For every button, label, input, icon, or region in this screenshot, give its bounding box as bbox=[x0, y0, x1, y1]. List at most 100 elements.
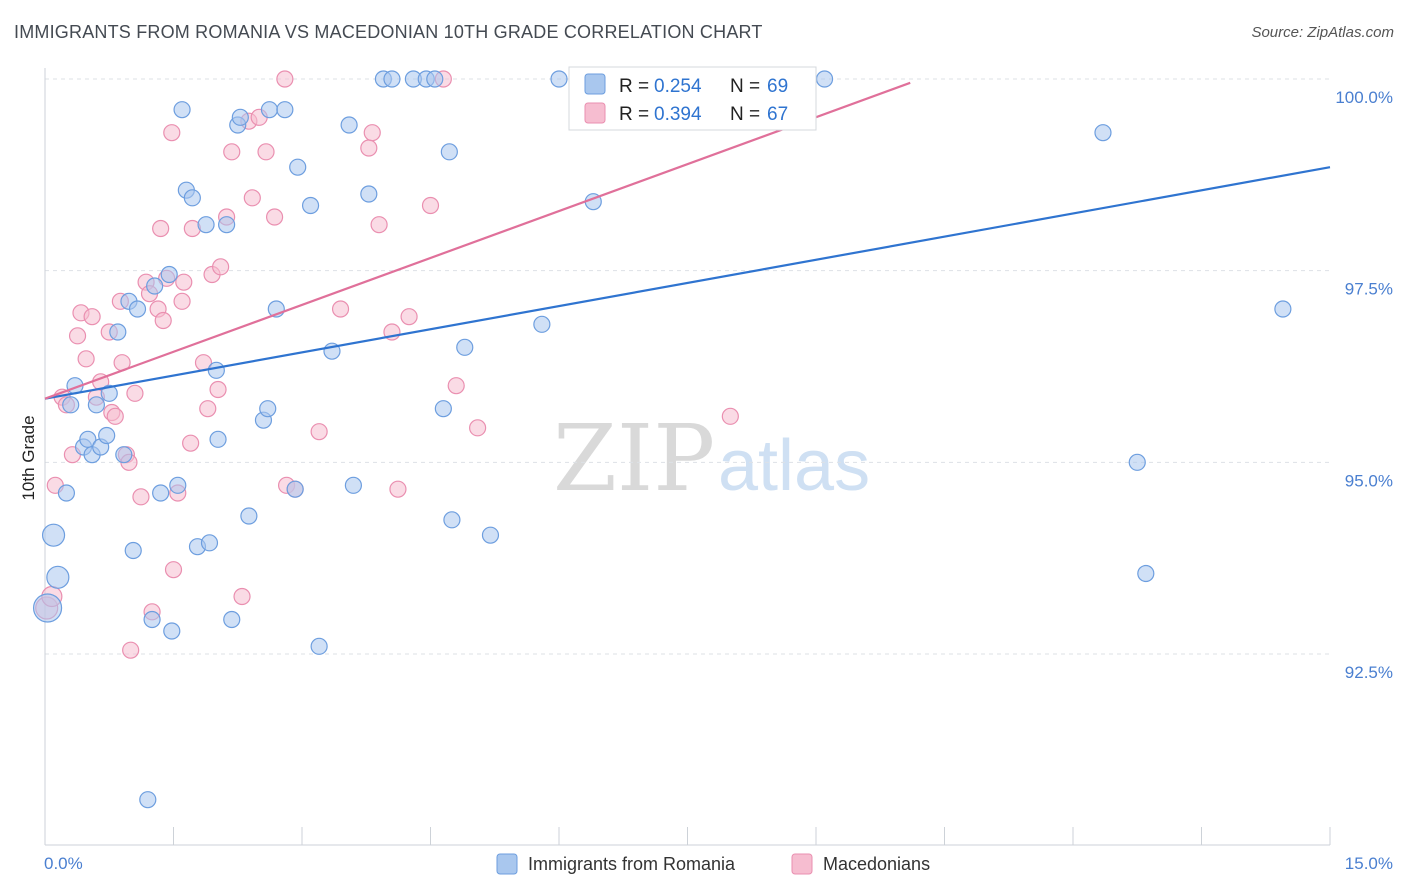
point-romania-63 bbox=[815, 70, 834, 88]
point-romania-36 bbox=[240, 507, 258, 525]
legend-n-label-macedonians: N = bbox=[730, 104, 765, 125]
point-macedonians-25 bbox=[152, 219, 170, 238]
point-romania-44 bbox=[301, 196, 320, 215]
legend-n-value-macedonians: 67 bbox=[767, 104, 788, 125]
point-romania-14 bbox=[115, 446, 133, 464]
legend-swatch-romania bbox=[584, 73, 606, 95]
point-macedonians-29 bbox=[164, 561, 183, 579]
point-romania-54 bbox=[426, 70, 444, 88]
bottom-legend-swatch-macedonians bbox=[791, 853, 813, 875]
legend-r-value-macedonians: 0.394 bbox=[654, 104, 702, 125]
legend-box: R = 0.254 N = 69 R = 0.394 N = 67 bbox=[568, 66, 817, 131]
point-romania-39 bbox=[260, 101, 279, 119]
point-macedonians-32 bbox=[175, 273, 193, 291]
point-romania-55 bbox=[434, 400, 452, 418]
point-romania-41 bbox=[276, 101, 294, 119]
point-romania-59 bbox=[481, 526, 500, 544]
watermark-zip: ZIP bbox=[553, 405, 715, 512]
point-macedonians-54 bbox=[363, 124, 381, 142]
point-romania-43 bbox=[289, 158, 307, 176]
point-romania-16 bbox=[124, 541, 142, 560]
point-macedonians-55 bbox=[370, 216, 388, 234]
point-macedonians-31 bbox=[173, 292, 191, 310]
point-romania-61 bbox=[550, 70, 568, 88]
point-romania-21 bbox=[160, 265, 178, 284]
point-romania-26 bbox=[183, 189, 201, 207]
chart-source: Source: ZipAtlas.com bbox=[1251, 24, 1394, 41]
series-romania-points bbox=[32, 70, 1292, 809]
y-tick-label-1: 95.0% bbox=[1345, 471, 1393, 490]
point-macedonians-28 bbox=[163, 124, 181, 142]
point-macedonians-42 bbox=[233, 587, 251, 606]
point-romania-35 bbox=[231, 108, 249, 126]
point-romania-58 bbox=[456, 338, 474, 356]
point-romania-67 bbox=[1274, 300, 1292, 318]
y-tick-label-2: 97.5% bbox=[1345, 280, 1393, 299]
point-romania-11 bbox=[98, 426, 116, 445]
point-romania-51 bbox=[383, 70, 401, 88]
point-romania-42 bbox=[286, 480, 304, 498]
point-romania-4 bbox=[62, 396, 80, 414]
point-macedonians-6 bbox=[68, 327, 87, 345]
point-romania-0 bbox=[32, 593, 63, 623]
bottom-legend-label-macedonians: Macedonians bbox=[823, 854, 930, 874]
y-tick-label-0: 92.5% bbox=[1345, 663, 1393, 682]
point-macedonians-9 bbox=[83, 308, 101, 326]
point-romania-19 bbox=[146, 277, 164, 295]
point-romania-17 bbox=[128, 300, 147, 318]
point-romania-18 bbox=[143, 610, 161, 629]
point-romania-31 bbox=[209, 430, 227, 448]
trend-lines bbox=[44, 81, 1331, 400]
point-macedonians-48 bbox=[276, 70, 294, 88]
point-romania-38 bbox=[259, 400, 277, 418]
point-romania-60 bbox=[533, 315, 551, 333]
point-romania-30 bbox=[207, 361, 225, 379]
trend-line-romania bbox=[44, 166, 1331, 400]
point-romania-22 bbox=[163, 622, 181, 640]
point-romania-23 bbox=[169, 476, 187, 494]
point-romania-29 bbox=[200, 534, 219, 552]
legend-r-label-macedonians: R = bbox=[619, 104, 654, 125]
point-macedonians-62 bbox=[469, 419, 487, 437]
chart-title: IMMIGRANTS FROM ROMANIA VS MACEDONIAN 10… bbox=[14, 22, 763, 42]
bottom-legend: Immigrants from Romania Macedonians bbox=[496, 853, 930, 875]
point-romania-1 bbox=[41, 523, 66, 547]
x-tick-label-max: 15.0% bbox=[1345, 854, 1393, 873]
y-tick-labels: 92.5% 95.0% 97.5% 100.0% bbox=[1335, 88, 1393, 682]
point-romania-49 bbox=[360, 185, 378, 203]
point-romania-45 bbox=[310, 637, 328, 655]
point-macedonians-8 bbox=[77, 350, 95, 368]
point-romania-47 bbox=[340, 116, 358, 134]
point-romania-12 bbox=[100, 384, 118, 402]
point-macedonians-66 bbox=[122, 641, 140, 659]
point-romania-13 bbox=[109, 323, 127, 341]
legend-frame bbox=[568, 66, 817, 131]
point-romania-65 bbox=[1128, 453, 1146, 471]
point-macedonians-26 bbox=[154, 311, 172, 330]
point-macedonians-57 bbox=[389, 480, 407, 498]
point-macedonians-38 bbox=[209, 380, 227, 399]
point-macedonians-20 bbox=[132, 488, 150, 506]
watermark-atlas: atlas bbox=[718, 426, 870, 506]
point-macedonians-63 bbox=[721, 407, 739, 425]
legend-r-label-romania: R = bbox=[619, 76, 654, 97]
point-macedonians-47 bbox=[265, 208, 284, 226]
point-macedonians-39 bbox=[212, 258, 230, 276]
point-macedonians-59 bbox=[421, 196, 440, 215]
legend-n-label-romania: N = bbox=[730, 76, 765, 97]
point-romania-20 bbox=[152, 484, 170, 502]
point-macedonians-58 bbox=[400, 308, 418, 326]
point-romania-28 bbox=[197, 216, 215, 234]
point-romania-24 bbox=[173, 101, 191, 119]
x-tick-label-min: 0.0% bbox=[44, 854, 83, 873]
point-macedonians-19 bbox=[126, 384, 144, 402]
point-macedonians-41 bbox=[223, 143, 241, 161]
x-ticks bbox=[44, 827, 1331, 845]
series-macedonians-points bbox=[35, 70, 808, 659]
legend-n-value-romania: 69 bbox=[767, 76, 788, 97]
legend-r-value-romania: 0.254 bbox=[654, 76, 702, 97]
point-romania-64 bbox=[1094, 124, 1112, 142]
point-romania-66 bbox=[1137, 564, 1155, 583]
point-macedonians-61 bbox=[447, 377, 465, 395]
